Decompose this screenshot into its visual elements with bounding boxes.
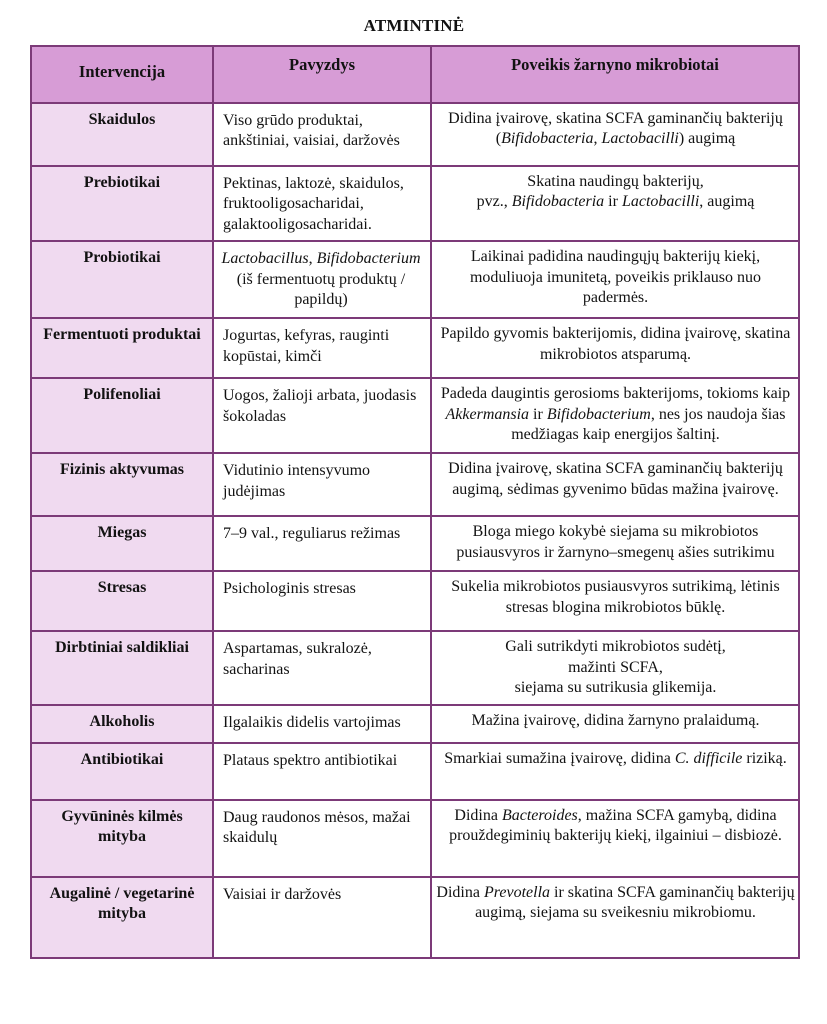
intervention-cell: Stresas	[30, 570, 214, 633]
effect-cell: Padeda daugintis gerosioms bakterijoms, …	[430, 377, 800, 455]
effect-cell: Didina Prevotella ir skatina SCFA gamina…	[430, 875, 800, 959]
effect-cell: Mažina įvairovę, didina žarnyno pralaidu…	[430, 703, 800, 744]
table-header: Intervencija Pavyzdys Poveikis žarnyno m…	[30, 45, 800, 104]
table-row: Skaidulos Viso grūdo produktai, ankštini…	[30, 102, 800, 167]
table-row: Stresas Psichologinis stresas Sukelia mi…	[30, 570, 800, 633]
example-cell: Psichologinis stresas	[212, 570, 432, 633]
example-cell: Ilgalaikis didelis vartojimas	[212, 703, 432, 744]
table-row: Miegas 7–9 val., reguliarus režimas Blog…	[30, 515, 800, 573]
example-cell: Lactobacillus, Bifidobacterium (iš ferme…	[212, 240, 432, 320]
effect-cell: Didina Bacteroides, mažina SCFA gamybą, …	[430, 798, 800, 878]
header-row: Intervencija Pavyzdys Poveikis žarnyno m…	[30, 45, 800, 104]
effect-cell: Laikinai padidina naudingųjų bakterijų k…	[430, 240, 800, 320]
effect-cell: Sukelia mikrobiotos pusiausvyros sutriki…	[430, 570, 800, 633]
example-cell: Pektinas, laktozė, skaidulos, fruktoolig…	[212, 164, 432, 243]
table-body: Skaidulos Viso grūdo produktai, ankštini…	[30, 102, 800, 959]
example-cell: Vidutinio intensyvumo judėjimas	[212, 452, 432, 518]
table-row: Fermentuoti produktai Jogurtas, kefyras,…	[30, 317, 800, 380]
table-row: Polifenoliai Uogos, žalioji arbata, juod…	[30, 377, 800, 455]
intervention-cell: Antibiotikai	[30, 741, 214, 801]
table-row: Prebiotikai Pektinas, laktozė, skaidulos…	[30, 164, 800, 243]
intervention-cell: Miegas	[30, 515, 214, 573]
table-row: Gyvūninės kilmės mityba Daug raudonos mė…	[30, 798, 800, 878]
example-cell: Vaisiai ir daržovės	[212, 875, 432, 959]
effect-cell: Papildo gyvomis bakterijomis, didina įva…	[430, 317, 800, 380]
intervention-cell: Prebiotikai	[30, 164, 214, 243]
effect-cell: Skatina naudingų bakterijų, pvz., Bifidob…	[430, 164, 800, 243]
table-row: Augalinė / vegetarinė mityba Vaisiai ir …	[30, 875, 800, 959]
example-cell: Uogos, žalioji arbata, juodasis šokolada…	[212, 377, 432, 455]
table-row: Dirbtiniai saldikliai Aspartamas, sukral…	[30, 630, 800, 706]
table-row: Antibiotikai Plataus spektro antibiotika…	[30, 741, 800, 801]
page-title: ATMINTINĖ	[363, 16, 465, 35]
effect-cell: Didina įvairovę, skatina SCFA gaminančių…	[430, 452, 800, 518]
intervention-cell: Fizinis aktyvumas	[30, 452, 214, 518]
column-header-pavyzdys: Pavyzdys	[212, 45, 432, 104]
example-cell: Plataus spektro antibiotikai	[212, 741, 432, 801]
memo-table: Intervencija Pavyzdys Poveikis žarnyno m…	[30, 45, 800, 959]
intervention-cell: Augalinė / vegetarinė mityba	[30, 875, 214, 959]
intervention-cell: Skaidulos	[30, 102, 214, 167]
column-header-poveikis: Poveikis žarnyno mikrobiotai	[430, 45, 800, 104]
example-cell: Daug raudonos mėsos, mažai skaidulų	[212, 798, 432, 878]
example-cell: Jogurtas, kefyras, rauginti kopūstai, ki…	[212, 317, 432, 380]
intervention-cell: Alkoholis	[30, 703, 214, 744]
effect-cell: Didina įvairovę, skatina SCFA gaminančių…	[430, 102, 800, 167]
example-cell: Viso grūdo produktai, ankštiniai, vaisia…	[212, 102, 432, 167]
example-cell: Aspartamas, sukralozė, sacharinas	[212, 630, 432, 706]
effect-cell: Gali sutrikdyti mikrobiotos sudėtį, mažin…	[430, 630, 800, 706]
intervention-cell: Gyvūninės kilmės mityba	[30, 798, 214, 878]
intervention-cell: Dirbtiniai saldikliai	[30, 630, 214, 706]
effect-cell: Bloga miego kokybė siejama su mikrobioto…	[430, 515, 800, 573]
table-row: Probiotikai Lactobacillus, Bifidobacteri…	[30, 240, 800, 320]
intervention-cell: Polifenoliai	[30, 377, 214, 455]
example-cell: 7–9 val., reguliarus režimas	[212, 515, 432, 573]
effect-cell: Smarkiai sumažina įvairovę, didina C. di…	[430, 741, 800, 801]
table-row: Alkoholis Ilgalaikis didelis vartojimas …	[30, 703, 800, 744]
table-row: Fizinis aktyvumas Vidutinio intensyvumo …	[30, 452, 800, 518]
intervention-cell: Fermentuoti produktai	[30, 317, 214, 380]
intervention-cell: Probiotikai	[30, 240, 214, 320]
column-header-intervencija: Intervencija	[30, 45, 214, 104]
